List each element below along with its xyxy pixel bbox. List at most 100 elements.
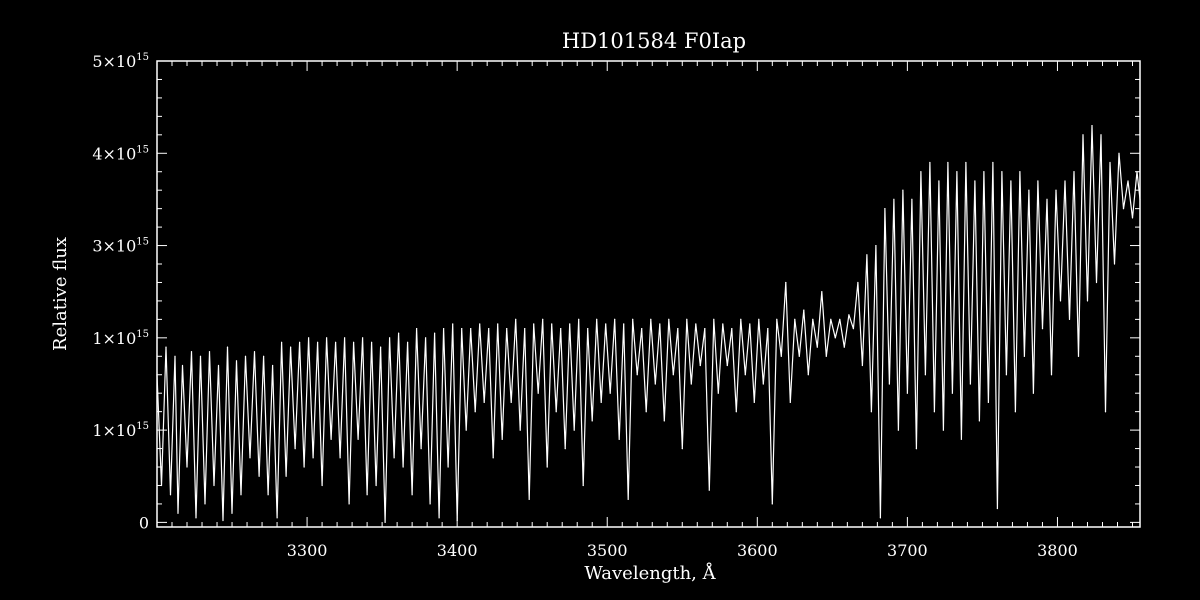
spectrum-point bbox=[681, 448, 683, 450]
spectrum-point bbox=[722, 323, 724, 325]
spectrum-point bbox=[978, 420, 981, 422]
spectrum-point bbox=[780, 355, 782, 357]
spectrum-point bbox=[857, 281, 859, 284]
spectrum-point bbox=[1014, 411, 1017, 413]
spectrum-point bbox=[240, 494, 242, 496]
spectrum-point bbox=[771, 503, 773, 505]
spectrum-point bbox=[429, 503, 431, 505]
spectrum-point bbox=[1037, 180, 1039, 182]
spectrum-point bbox=[839, 318, 841, 320]
spectrum-point bbox=[353, 341, 355, 343]
spectrum-point bbox=[483, 401, 485, 403]
y-tick-label: 1×1015 bbox=[92, 421, 149, 440]
spectrum-point bbox=[708, 489, 710, 491]
spectrum-point bbox=[222, 519, 224, 522]
spectrum-point bbox=[641, 328, 643, 330]
spectrum-point bbox=[956, 171, 958, 173]
spectrum-point bbox=[965, 161, 967, 164]
spectrum-point bbox=[564, 448, 566, 450]
spectrum-point bbox=[294, 448, 296, 450]
spectrum-point bbox=[425, 337, 427, 339]
spectrum-point bbox=[947, 161, 949, 164]
spectrum-point bbox=[587, 328, 589, 330]
spectrum-point bbox=[938, 180, 940, 182]
spectrum-point bbox=[1073, 171, 1075, 173]
spectrum-point bbox=[281, 341, 283, 343]
spectrum-point bbox=[393, 457, 395, 459]
spectrum-point bbox=[447, 466, 449, 468]
spectrum-point bbox=[249, 457, 251, 459]
spectrum-point bbox=[767, 328, 769, 330]
spectrum-point bbox=[663, 420, 665, 422]
spectrum-point bbox=[1104, 411, 1107, 413]
spectrum-point bbox=[1139, 198, 1141, 200]
spectrum-point bbox=[717, 392, 719, 394]
spectrum-point bbox=[749, 323, 751, 325]
spectrum-point bbox=[1019, 171, 1021, 173]
spectrum-point bbox=[996, 507, 999, 510]
spectrum-point bbox=[515, 318, 517, 320]
spectrum-point bbox=[169, 494, 172, 496]
spectrum-point bbox=[884, 208, 886, 210]
spectrum-point bbox=[843, 346, 845, 348]
spectrum-point bbox=[902, 189, 904, 191]
spectrum-point bbox=[290, 346, 292, 348]
spectrum-point bbox=[834, 337, 836, 339]
x-tick-label: 3500 bbox=[587, 541, 628, 560]
spectrum-point bbox=[546, 466, 548, 468]
y-tick-label: 0 bbox=[139, 513, 149, 532]
spectrum-point bbox=[987, 401, 990, 403]
spectrum-point bbox=[1050, 374, 1053, 376]
spectrum-point bbox=[326, 337, 328, 339]
spectrum-point bbox=[699, 364, 701, 367]
x-tick-label: 3400 bbox=[437, 541, 478, 560]
spectrum-point bbox=[1023, 355, 1025, 357]
spectrum-point bbox=[812, 318, 814, 320]
spectrum-point bbox=[519, 429, 521, 431]
spectrum-point bbox=[888, 383, 891, 385]
spectrum-point bbox=[492, 457, 494, 459]
spectrum-point bbox=[659, 323, 661, 325]
spectrum-point bbox=[897, 429, 900, 431]
spectrum-point bbox=[600, 401, 602, 403]
spectrum-point bbox=[506, 328, 508, 330]
x-axis-ticks: 3300 3400 3500 3600 3700 3800 bbox=[171, 61, 1133, 560]
spectrum-point bbox=[1131, 217, 1134, 219]
spectrum-point bbox=[983, 171, 985, 173]
spectrum-point bbox=[366, 494, 368, 496]
spectrum-point bbox=[866, 254, 868, 256]
spectrum-point bbox=[623, 323, 625, 325]
spectrum-point bbox=[438, 517, 440, 519]
spectrum-point bbox=[285, 475, 287, 477]
x-tick-label: 3600 bbox=[737, 541, 778, 560]
spectrum-point bbox=[174, 355, 176, 357]
spectrum-point bbox=[740, 318, 742, 320]
spectrum-point bbox=[244, 355, 247, 357]
spectrum-point bbox=[258, 475, 260, 477]
spectrum-point bbox=[1064, 180, 1066, 182]
spectrum-point bbox=[555, 411, 557, 413]
spectrum-point bbox=[573, 429, 575, 431]
spectrum-point bbox=[213, 484, 215, 487]
spectrum-point bbox=[160, 484, 163, 487]
spectrum-point bbox=[402, 466, 404, 468]
spectrum-point bbox=[609, 392, 611, 394]
spectrum-series-line bbox=[156, 124, 1141, 524]
spectrum-point bbox=[726, 364, 728, 367]
chart-title: HD101584 F0Iap bbox=[562, 29, 746, 53]
spectrum-point bbox=[825, 355, 827, 357]
spectrum-point bbox=[488, 328, 490, 330]
spectrum-point bbox=[735, 411, 737, 413]
spectrum-point bbox=[744, 374, 746, 376]
spectrum-point bbox=[1095, 281, 1098, 284]
spectrum-point bbox=[434, 332, 436, 334]
spectrum-point bbox=[235, 360, 238, 362]
spectrum-point bbox=[335, 341, 337, 343]
spectrum-point bbox=[474, 411, 476, 413]
spectrum-point bbox=[861, 364, 864, 367]
spectrum-point bbox=[992, 161, 994, 164]
spectrum-point bbox=[582, 484, 584, 487]
x-tick-label: 3300 bbox=[287, 541, 328, 560]
spectrum-point bbox=[960, 438, 963, 440]
